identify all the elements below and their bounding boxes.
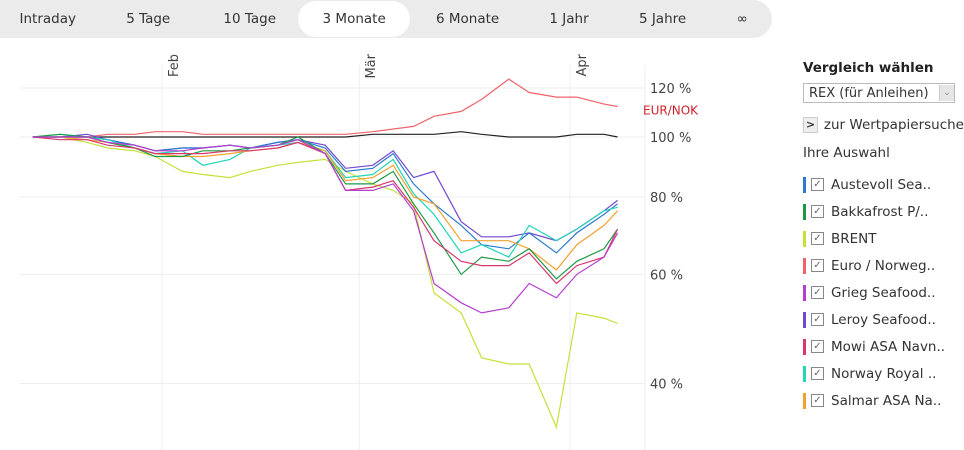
x-tick-label: Mär xyxy=(364,53,379,78)
series-line-benchmark xyxy=(32,131,618,138)
checkbox-checked-icon[interactable]: ✓ xyxy=(811,367,824,380)
series-color-marker xyxy=(803,284,806,301)
selection-item[interactable]: ✓ Mowi ASA Navn.. xyxy=(803,333,964,360)
selection-list: ✓ Austevoll Sea.. ✓ Bakkafrost P/.. ✓ BRENT ✓ E… xyxy=(803,171,964,414)
checkbox-checked-icon[interactable]: ✓ xyxy=(811,178,824,191)
search-link-label: zur Wertpapiersuche xyxy=(823,117,964,133)
selection-item-label: Grieg Seafood.. xyxy=(831,284,936,301)
selection-item[interactable]: ✓ Austevoll Sea.. xyxy=(803,171,964,198)
series-color-marker xyxy=(803,311,806,328)
tab-intraday[interactable]: Intraday xyxy=(19,11,77,27)
checkbox-checked-icon[interactable]: ✓ xyxy=(811,340,824,353)
series-color-marker xyxy=(803,230,806,247)
selection-item[interactable]: ✓ Salmar ASA Na.. xyxy=(803,387,964,414)
series-line-grieg-seafood xyxy=(32,136,619,314)
selection-item[interactable]: ✓ Grieg Seafood.. xyxy=(803,279,964,306)
chevron-down-icon: ⌄ xyxy=(939,85,954,101)
search-link[interactable]: > zur Wertpapiersuche xyxy=(803,117,964,133)
selection-item-label: Salmar ASA Na.. xyxy=(831,392,942,409)
checkbox-checked-icon[interactable]: ✓ xyxy=(811,232,824,245)
series-color-marker xyxy=(803,176,806,193)
selection-item-label: Leroy Seafood.. xyxy=(831,311,936,328)
eur-nok-label: EUR/NOK xyxy=(643,104,699,118)
period-tabs: Intraday 5 Tage 10 Tage 3 Monate 6 Monate 1 J… xyxy=(0,0,772,38)
compare-select[interactable]: REX (für Anleihen) ⌄ xyxy=(803,83,955,103)
checkbox-checked-icon[interactable]: ✓ xyxy=(811,286,824,299)
chevron-right-icon: > xyxy=(803,117,818,133)
x-tick-label: Feb xyxy=(167,54,182,77)
series-color-marker xyxy=(803,365,806,382)
y-tick-label: 80 % xyxy=(650,191,683,206)
checkbox-checked-icon[interactable]: ✓ xyxy=(811,205,824,218)
checkbox-checked-icon[interactable]: ✓ xyxy=(811,394,824,407)
y-tick-label: 60 % xyxy=(650,268,683,283)
comparison-chart: 120 % 100 % 80 % 60 % 40 % Feb Mär Apr EUR/NOK xyxy=(20,53,699,450)
selection-item-label: Bakkafrost P/.. xyxy=(831,203,929,220)
tab-max[interactable]: ∞ xyxy=(736,11,748,27)
selection-item-label: Austevoll Sea.. xyxy=(831,176,932,193)
tab-1-jahr[interactable]: 1 Jahr xyxy=(549,11,589,27)
y-tick-label: 40 % xyxy=(650,377,683,392)
tab-3-monate[interactable]: 3 Monate xyxy=(298,1,410,37)
y-tick-label: 100 % xyxy=(650,131,691,146)
tab-6-monate[interactable]: 6 Monate xyxy=(435,11,500,27)
selection-item[interactable]: ✓ Leroy Seafood.. xyxy=(803,306,964,333)
tab-5-jahre[interactable]: 5 Jahre xyxy=(638,11,687,27)
selection-heading: Ihre Auswahl xyxy=(803,145,890,161)
sidebar: Vergleich wählen REX (für Anleihen) ⌄ > zu… xyxy=(803,60,964,414)
compare-heading: Vergleich wählen xyxy=(803,60,934,76)
selection-item[interactable]: ✓ BRENT xyxy=(803,225,964,252)
series-color-marker xyxy=(803,203,806,220)
selection-item[interactable]: ✓ Bakkafrost P/.. xyxy=(803,198,964,225)
series-line-euro-norweg xyxy=(32,78,618,138)
checkbox-checked-icon[interactable]: ✓ xyxy=(811,313,824,326)
tab-10-tage[interactable]: 10 Tage xyxy=(223,11,277,27)
compare-select-value: REX (für Anleihen) xyxy=(809,85,929,101)
series-color-marker xyxy=(803,257,806,274)
x-tick-label: Apr xyxy=(575,53,590,76)
series-color-marker xyxy=(803,338,806,355)
series-line-bakkafrost-p xyxy=(32,133,619,280)
selection-item-label: Mowi ASA Navn.. xyxy=(831,338,946,355)
tab-5-tage[interactable]: 5 Tage xyxy=(126,11,171,27)
selection-item[interactable]: ✓ Norway Royal .. xyxy=(803,360,964,387)
selection-item-label: BRENT xyxy=(831,230,877,247)
checkbox-checked-icon[interactable]: ✓ xyxy=(811,259,824,272)
series-line-norway-royal xyxy=(32,133,618,258)
selection-item-label: Euro / Norweg.. xyxy=(831,257,936,274)
y-tick-label: 120 % xyxy=(650,82,691,97)
selection-item-label: Norway Royal .. xyxy=(831,365,937,382)
series-color-marker xyxy=(803,392,806,409)
selection-item[interactable]: ✓ Euro / Norweg.. xyxy=(803,252,964,279)
